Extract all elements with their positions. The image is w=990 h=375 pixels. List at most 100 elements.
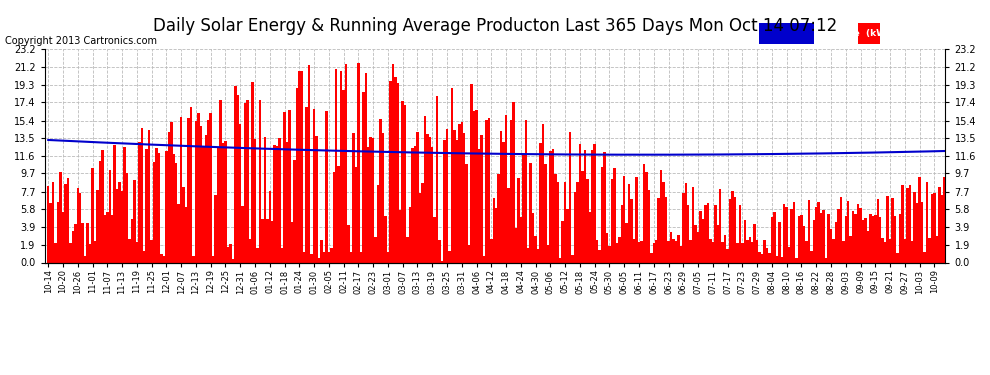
Bar: [109, 170, 111, 262]
Bar: [116, 189, 119, 262]
Bar: [714, 206, 717, 262]
Bar: [167, 132, 170, 262]
Bar: [628, 184, 631, 262]
Bar: [919, 177, 921, 262]
Bar: [901, 185, 904, 262]
Bar: [488, 118, 490, 262]
Bar: [473, 111, 475, 262]
Text: Average  (kWh): Average (kWh): [818, 29, 896, 38]
Bar: [699, 211, 702, 262]
Bar: [266, 219, 268, 262]
Bar: [517, 178, 520, 262]
Bar: [96, 190, 99, 262]
Bar: [197, 112, 200, 262]
Bar: [374, 237, 377, 262]
Bar: [458, 124, 460, 262]
Bar: [455, 140, 458, 262]
Bar: [475, 110, 478, 262]
Bar: [742, 243, 743, 262]
Bar: [207, 120, 210, 262]
Bar: [81, 223, 84, 262]
Bar: [175, 163, 177, 262]
Bar: [886, 196, 889, 262]
Bar: [537, 249, 540, 262]
Bar: [480, 135, 483, 262]
Bar: [502, 142, 505, 262]
Bar: [349, 252, 352, 262]
Bar: [237, 95, 239, 262]
Bar: [940, 195, 943, 262]
Bar: [359, 252, 362, 262]
Bar: [325, 111, 328, 262]
Bar: [751, 242, 753, 262]
Bar: [507, 188, 510, 262]
Bar: [379, 119, 382, 262]
Bar: [818, 202, 820, 262]
Bar: [446, 129, 448, 262]
Bar: [943, 177, 945, 262]
Bar: [679, 246, 682, 262]
Bar: [308, 65, 311, 262]
Bar: [453, 130, 455, 262]
Bar: [756, 240, 758, 262]
Bar: [192, 256, 195, 262]
Bar: [328, 252, 330, 262]
Bar: [347, 225, 349, 262]
Bar: [495, 209, 497, 262]
Bar: [687, 205, 689, 262]
Bar: [532, 213, 535, 262]
Bar: [227, 247, 229, 262]
Bar: [220, 100, 222, 262]
Bar: [929, 238, 931, 262]
Bar: [652, 243, 655, 262]
Bar: [650, 252, 652, 262]
Bar: [84, 256, 86, 262]
Bar: [588, 212, 591, 262]
Bar: [94, 241, 96, 262]
Bar: [263, 137, 266, 262]
Bar: [301, 71, 303, 262]
Bar: [273, 145, 276, 262]
Bar: [633, 239, 636, 262]
Bar: [384, 216, 387, 262]
Bar: [554, 174, 556, 262]
Bar: [177, 204, 180, 262]
Bar: [126, 172, 129, 262]
Bar: [909, 185, 911, 262]
Bar: [869, 214, 871, 262]
Bar: [50, 203, 51, 262]
Bar: [535, 236, 537, 262]
Bar: [338, 166, 340, 262]
Bar: [389, 81, 392, 262]
Bar: [114, 145, 116, 262]
Bar: [510, 120, 512, 262]
Bar: [852, 211, 854, 262]
Bar: [581, 171, 584, 262]
Bar: [702, 219, 704, 262]
Bar: [626, 223, 628, 262]
Bar: [119, 182, 121, 262]
Bar: [185, 207, 187, 262]
Bar: [596, 240, 598, 262]
Bar: [569, 132, 571, 262]
Bar: [546, 245, 549, 262]
Bar: [694, 225, 697, 262]
Bar: [335, 69, 338, 262]
Bar: [856, 204, 859, 262]
Bar: [170, 123, 172, 262]
Bar: [409, 207, 411, 262]
Bar: [372, 138, 374, 262]
Bar: [362, 92, 364, 262]
Bar: [924, 252, 926, 262]
Bar: [268, 191, 271, 262]
FancyBboxPatch shape: [759, 23, 814, 44]
Bar: [717, 225, 719, 262]
Bar: [847, 201, 849, 262]
Bar: [195, 121, 197, 262]
Bar: [722, 242, 724, 262]
Bar: [815, 207, 818, 262]
Bar: [258, 99, 261, 262]
Bar: [556, 183, 559, 262]
Bar: [512, 102, 515, 262]
Bar: [313, 109, 315, 262]
